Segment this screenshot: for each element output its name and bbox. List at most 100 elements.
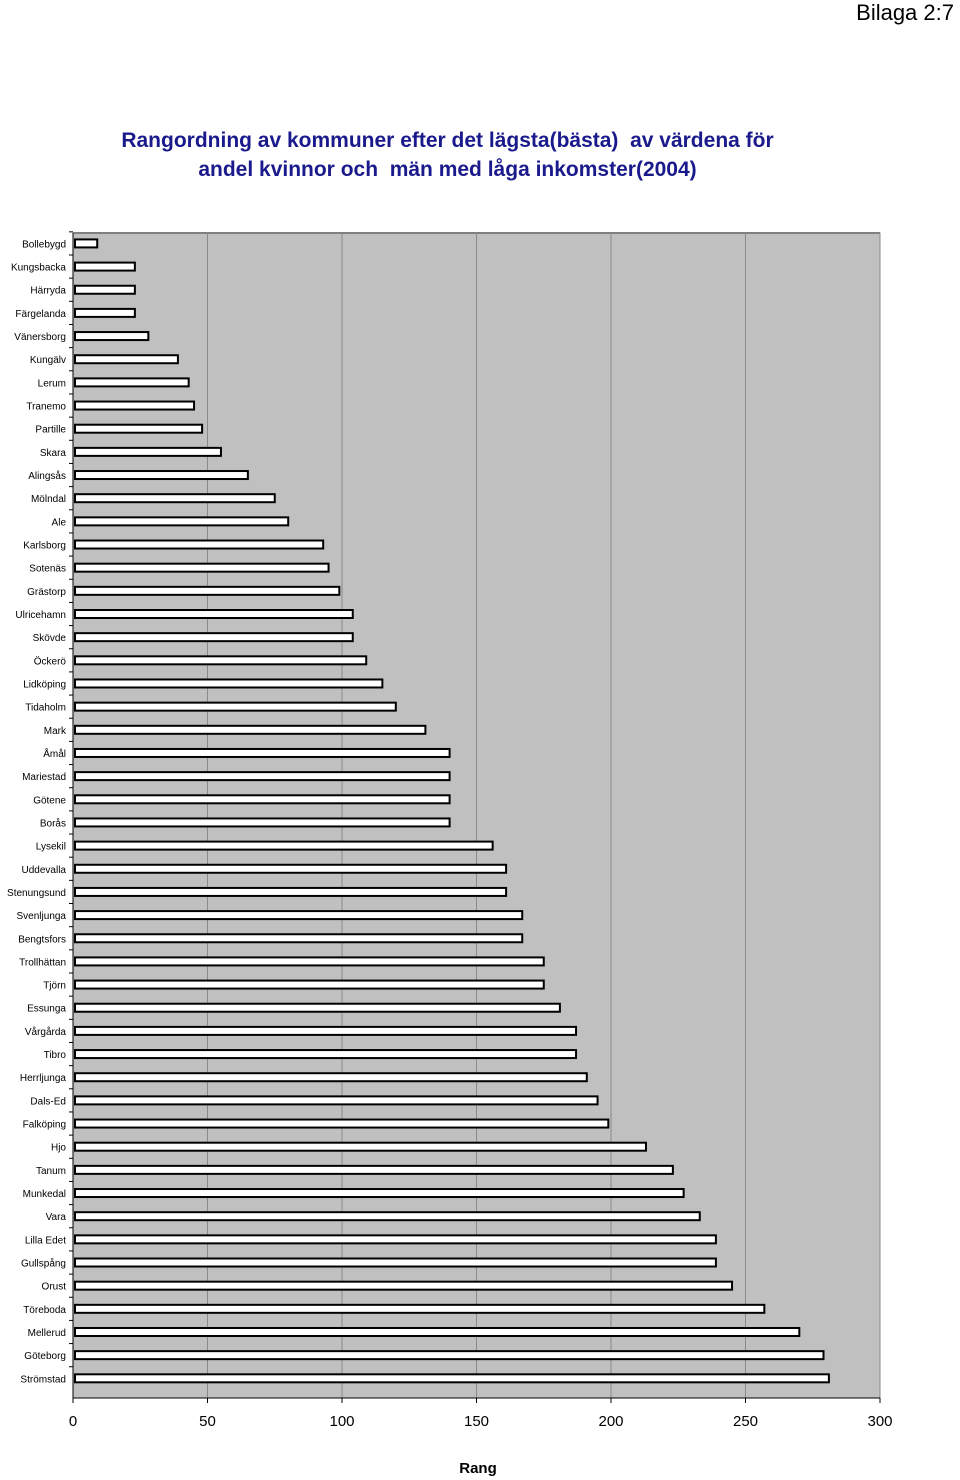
x-tick-label: 250 <box>733 1413 758 1430</box>
category-label: Ulricehamn <box>15 610 66 621</box>
category-label: Mark <box>44 726 67 737</box>
x-tick-label: 100 <box>329 1413 354 1430</box>
x-tick-label: 300 <box>867 1413 892 1430</box>
category-label: Lerum <box>38 378 66 389</box>
category-label: Lidköping <box>23 679 66 690</box>
bar <box>74 562 330 573</box>
gridlines <box>207 233 881 1398</box>
category-label: Ale <box>52 517 67 528</box>
bar <box>74 400 196 411</box>
bar <box>74 261 136 272</box>
axes <box>69 231 881 1403</box>
bar <box>74 238 99 249</box>
category-label: Gullspång <box>21 1258 66 1270</box>
category-label: Mölndal <box>31 494 66 505</box>
category-label: Götene <box>33 795 66 806</box>
bar <box>74 747 451 758</box>
category-labels: Bollebygd Kungsbacka Härryda Färgelanda Väne… <box>7 239 67 1385</box>
bar <box>74 1141 647 1152</box>
bar <box>74 608 354 619</box>
chart-title: Rangordning av kommuner efter det lägsta… <box>0 126 895 184</box>
bar <box>74 678 384 689</box>
bar <box>74 493 276 504</box>
x-tick-label: 50 <box>199 1413 216 1430</box>
bar <box>74 470 249 481</box>
category-label: Hjo <box>51 1143 66 1154</box>
bar <box>74 979 545 990</box>
bar <box>74 863 508 874</box>
tick-labels: 0 50 100 150 200 250 300 <box>69 1413 893 1430</box>
category-label: Mariestad <box>22 772 66 783</box>
category-label: Tibro <box>44 1050 67 1061</box>
category-label: Vänersborg <box>14 332 66 343</box>
bar <box>74 840 494 851</box>
category-label: Herrljunga <box>20 1073 67 1084</box>
chart-title-line-1: Rangordning av kommuner efter det lägsta… <box>121 129 774 152</box>
bar <box>74 307 136 318</box>
bar <box>74 910 524 921</box>
category-label: Munkedal <box>23 1189 66 1200</box>
category-label: Bengtsfors <box>18 934 66 945</box>
x-tick-label: 150 <box>464 1413 489 1430</box>
bar <box>74 1257 717 1268</box>
bar <box>74 1164 674 1175</box>
category-label: Kungälv <box>30 355 66 366</box>
bar <box>74 1234 717 1245</box>
bar <box>74 1188 685 1199</box>
bar <box>74 331 150 342</box>
category-label: Härryda <box>30 286 66 297</box>
bar <box>74 284 136 295</box>
category-label: Tidaholm <box>25 703 66 714</box>
bar <box>74 1095 599 1106</box>
bar <box>74 1002 561 1013</box>
category-label: Öckerö <box>34 655 67 667</box>
category-label: Färgelanda <box>15 309 66 320</box>
category-label: Borås <box>40 817 66 829</box>
bar <box>74 701 397 712</box>
bar <box>74 1350 825 1361</box>
category-label: Grästorp <box>27 587 66 598</box>
bar <box>74 724 427 735</box>
bar <box>74 1373 830 1384</box>
category-label: Kungsbacka <box>11 263 66 274</box>
bar <box>74 1303 766 1314</box>
category-label: Vårgårda <box>25 1026 67 1038</box>
category-label: Lilla Edet <box>25 1235 66 1246</box>
x-tick-label: 0 <box>69 1413 77 1430</box>
category-label: Orust <box>42 1282 67 1293</box>
category-label: Åmål <box>43 747 66 760</box>
bars <box>74 238 830 1384</box>
category-label: Tranemo <box>26 402 66 413</box>
bar <box>74 1072 588 1083</box>
bar <box>74 1025 578 1036</box>
category-label: Dals-Ed <box>30 1096 66 1107</box>
category-label: Essunga <box>27 1004 66 1015</box>
bar <box>74 539 325 550</box>
category-label: Mellerud <box>28 1328 66 1339</box>
category-label: Sotenäs <box>29 564 66 575</box>
category-label: Göteborg <box>24 1351 66 1362</box>
category-label: Alingsås <box>28 470 66 482</box>
category-label: Strömstad <box>20 1374 66 1385</box>
bar <box>74 446 222 457</box>
category-label: Lysekil <box>36 842 66 853</box>
category-label: Tjörn <box>43 981 66 992</box>
bar <box>74 516 290 527</box>
category-label: Töreboda <box>23 1305 66 1316</box>
category-label: Karlsborg <box>23 541 66 552</box>
x-tick-label: 200 <box>598 1413 623 1430</box>
bar <box>74 1118 610 1129</box>
category-label: Svenljunga <box>17 911 67 922</box>
bar <box>74 655 368 666</box>
category-label: Bollebygd <box>22 239 66 250</box>
category-label: Tanum <box>36 1166 66 1177</box>
bar <box>74 933 524 944</box>
bar <box>74 794 451 805</box>
bar <box>74 817 451 828</box>
bar <box>74 886 508 897</box>
x-axis-title: Rang <box>459 1460 497 1477</box>
bar <box>74 1326 801 1337</box>
category-label: Falköping <box>23 1120 66 1131</box>
bar <box>74 585 341 596</box>
